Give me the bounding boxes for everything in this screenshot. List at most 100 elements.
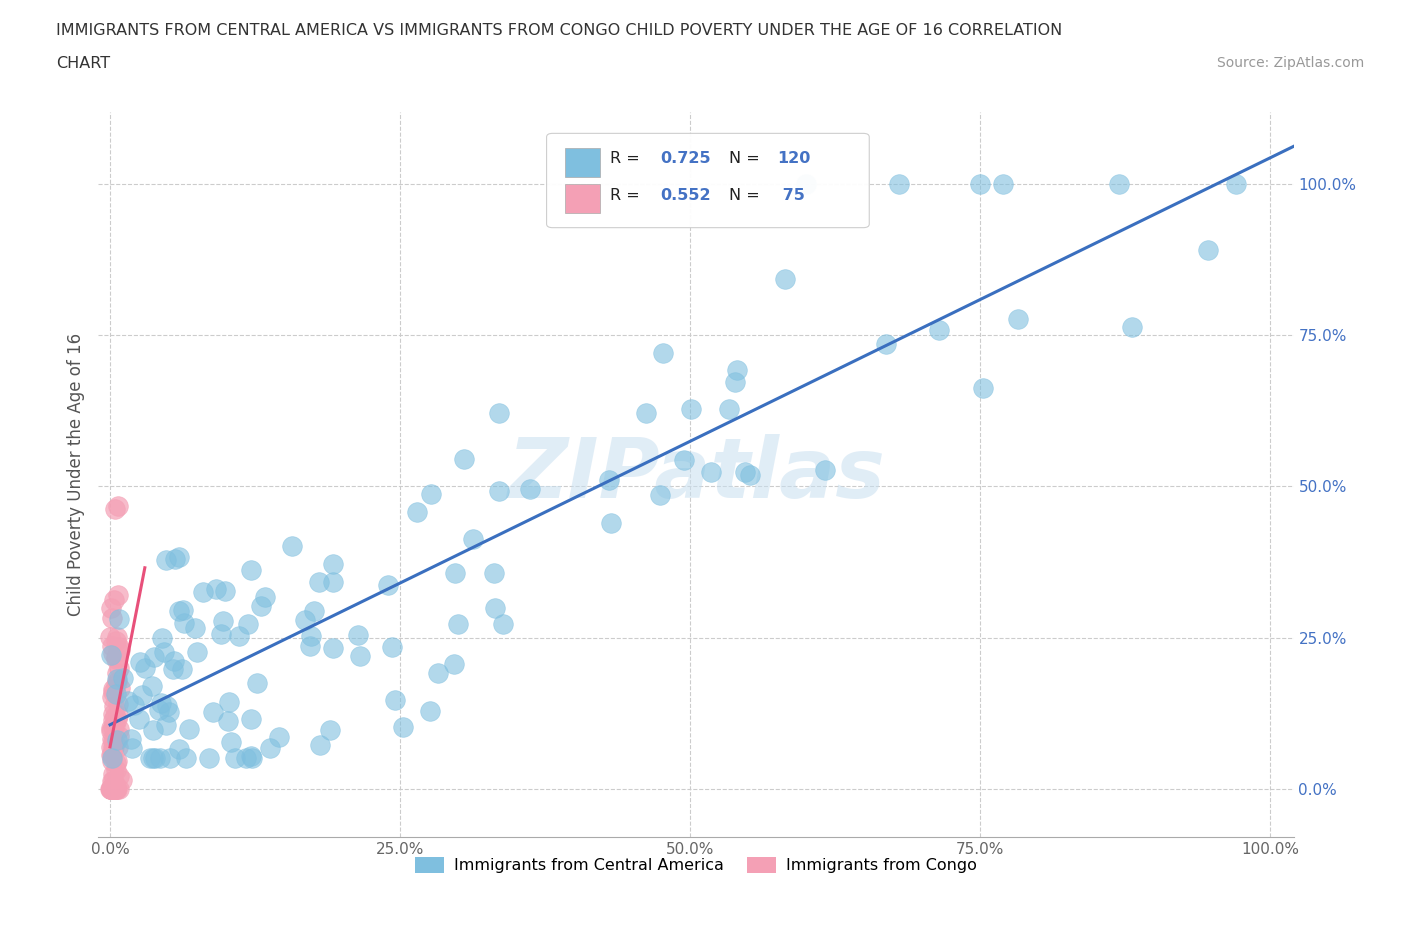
Point	[105, 675, 128, 690]
Point	[124, 698, 146, 713]
Point	[105, 781, 128, 796]
Point	[108, 661, 131, 676]
Point	[104, 717, 127, 732]
Point	[100, 781, 122, 796]
Point	[155, 552, 177, 567]
Point	[100, 740, 122, 755]
Point	[107, 588, 129, 603]
Point	[101, 747, 124, 762]
Bar	[565, 148, 600, 177]
Point	[700, 464, 723, 479]
Point	[103, 707, 125, 722]
Text: R =: R =	[610, 152, 645, 166]
Point	[773, 272, 796, 286]
Point	[322, 556, 344, 571]
Point	[101, 734, 124, 749]
Point	[259, 740, 281, 755]
Point	[1225, 177, 1247, 192]
Point	[239, 749, 262, 764]
Point	[322, 641, 344, 656]
Point	[492, 617, 515, 631]
Point	[105, 630, 128, 644]
Point	[141, 679, 163, 694]
Point	[117, 694, 139, 709]
Point	[105, 753, 128, 768]
Point	[111, 773, 134, 788]
Point	[150, 631, 173, 645]
Point	[184, 621, 207, 636]
Point	[600, 515, 623, 530]
Point	[100, 781, 122, 796]
Point	[107, 739, 129, 754]
Point	[814, 463, 837, 478]
Point	[142, 722, 165, 737]
Point	[101, 781, 124, 796]
Point	[488, 405, 510, 420]
Point	[112, 671, 135, 685]
Point	[105, 686, 128, 701]
Bar	[565, 184, 600, 213]
Point	[100, 754, 122, 769]
Point	[391, 719, 413, 734]
Point	[149, 696, 172, 711]
Point	[240, 563, 263, 578]
Point	[427, 665, 450, 680]
Point	[105, 711, 128, 726]
Point	[384, 693, 406, 708]
Point	[186, 644, 208, 659]
Point	[101, 751, 124, 766]
Point	[103, 719, 125, 734]
Point	[105, 733, 128, 748]
Point	[108, 722, 131, 737]
Point	[107, 707, 129, 722]
Point	[139, 751, 162, 766]
Point	[105, 666, 128, 681]
Point	[103, 592, 125, 607]
Point	[217, 713, 239, 728]
Point	[246, 676, 269, 691]
Text: N =: N =	[730, 188, 765, 203]
Point	[484, 565, 506, 580]
Point	[636, 405, 658, 420]
Point	[212, 613, 235, 628]
Point	[734, 464, 756, 479]
Point	[131, 688, 153, 703]
Point	[443, 657, 465, 671]
Point	[103, 739, 125, 754]
Point	[294, 613, 316, 628]
Point	[672, 453, 695, 468]
Point	[104, 781, 127, 796]
Point	[875, 337, 897, 352]
FancyBboxPatch shape	[547, 133, 869, 228]
Point	[120, 732, 142, 747]
Point	[299, 629, 322, 644]
Point	[108, 769, 131, 784]
Point	[969, 177, 991, 192]
Point	[121, 740, 143, 755]
Point	[419, 704, 441, 719]
Point	[108, 639, 131, 654]
Point	[100, 748, 122, 763]
Text: N =: N =	[730, 152, 765, 166]
Point	[103, 781, 125, 796]
Point	[308, 575, 330, 590]
Point	[377, 578, 399, 592]
Text: 120: 120	[778, 152, 811, 166]
Point	[219, 735, 242, 750]
Point	[723, 374, 745, 389]
Y-axis label: Child Poverty Under the Age of 16: Child Poverty Under the Age of 16	[66, 333, 84, 616]
Point	[100, 781, 122, 796]
Point	[250, 599, 273, 614]
Point	[149, 751, 172, 766]
Point	[214, 584, 236, 599]
Point	[128, 711, 150, 726]
Point	[224, 751, 246, 766]
Point	[108, 781, 131, 796]
Point	[101, 781, 124, 796]
Point	[174, 751, 197, 766]
Point	[101, 645, 124, 660]
Point	[650, 487, 672, 502]
Point	[107, 697, 129, 711]
Point	[100, 774, 122, 789]
Point	[100, 601, 122, 616]
